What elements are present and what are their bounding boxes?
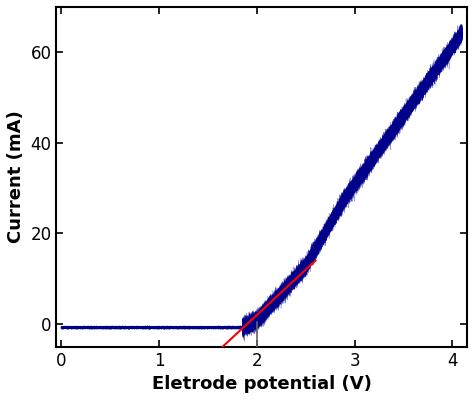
X-axis label: Eletrode potential (V): Eletrode potential (V) <box>152 375 372 393</box>
Y-axis label: Current (mA): Current (mA) <box>7 110 25 243</box>
